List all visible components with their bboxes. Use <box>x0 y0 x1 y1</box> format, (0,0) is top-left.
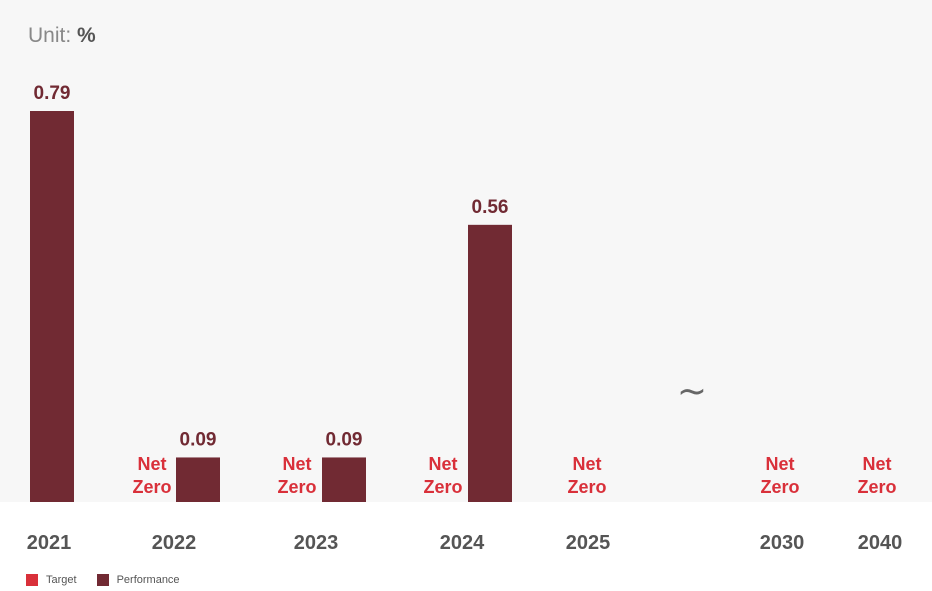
bar-chart: 0.79 2021 0.09 Net Zero 2022 0.09 Net Zero 2023 0.… <box>27 83 903 554</box>
performance-value-label: 0.56 <box>472 197 509 218</box>
unit-label-text: Unit: <box>28 24 72 47</box>
performance-bar <box>468 224 512 502</box>
unit-value: % <box>77 24 96 47</box>
x-tick-label: 2021 <box>27 532 72 554</box>
legend-swatch-target <box>26 574 38 586</box>
legend: Target Performance <box>26 574 200 586</box>
performance-bar <box>176 457 220 502</box>
x-tick-label: 2024 <box>440 532 485 554</box>
legend-label-target: Target <box>46 574 77 586</box>
performance-value-label: 0.09 <box>326 429 363 450</box>
legend-label-performance: Performance <box>116 574 180 586</box>
target-label: Net Zero <box>277 454 316 497</box>
performance-value-label: 0.09 <box>180 429 217 450</box>
x-tick-label: 2025 <box>566 532 611 554</box>
axis-break-icon: ~ <box>677 371 707 412</box>
performance-bar <box>30 111 74 502</box>
x-tick-label: 2040 <box>858 532 903 554</box>
x-tick-label: 2023 <box>294 532 339 554</box>
x-tick-label: 2022 <box>152 532 197 554</box>
performance-value-label: 0.79 <box>34 83 71 104</box>
x-tick-label: 2030 <box>760 532 805 554</box>
target-label: Net Zero <box>567 454 606 497</box>
plot-background <box>0 0 932 502</box>
target-label: Net Zero <box>423 454 462 497</box>
legend-swatch-performance <box>96 574 109 586</box>
legend-item-performance: Performance <box>96 574 180 586</box>
target-label: Net Zero <box>760 454 799 497</box>
target-label: Net Zero <box>132 454 171 497</box>
legend-item-target: Target <box>26 574 77 586</box>
unit-label: Unit: % <box>28 24 96 48</box>
target-label: Net Zero <box>857 454 896 497</box>
performance-bar <box>322 457 366 502</box>
